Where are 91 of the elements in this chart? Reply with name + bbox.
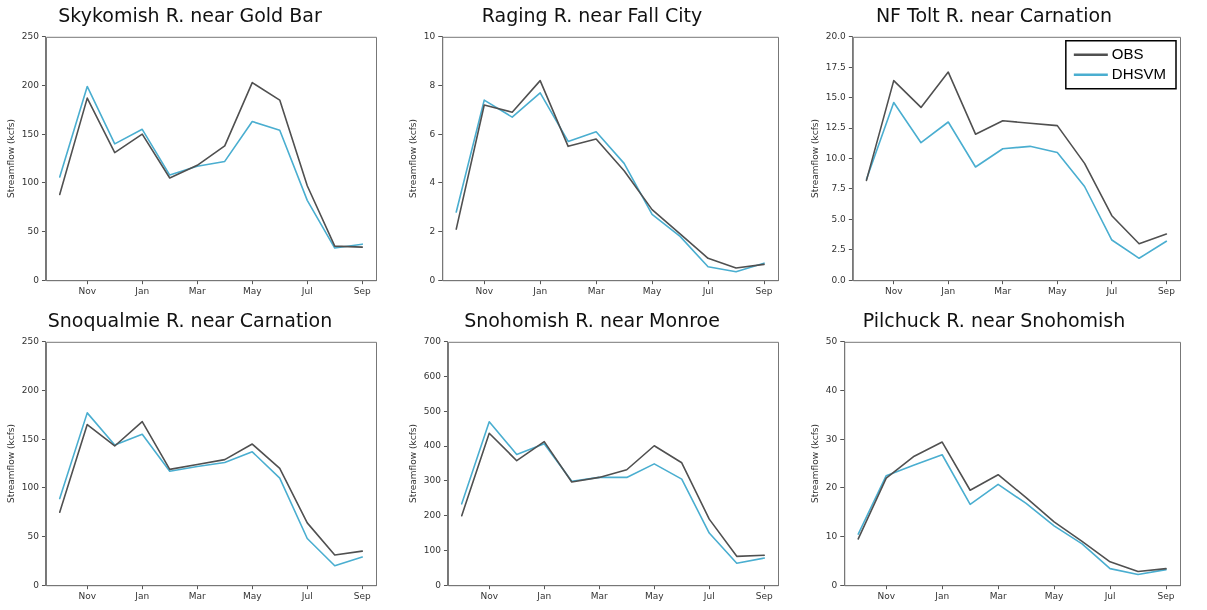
y-tick-label: 10	[825, 530, 838, 541]
x-tick-label: Jan	[934, 590, 950, 601]
y-tick-label: 30	[825, 433, 838, 444]
y-axis-title: Streamflow (kcfs)	[5, 423, 16, 504]
x-tick-label: Nov	[475, 285, 494, 296]
y-tick-label: 150	[21, 128, 40, 139]
y-tick-label: 250	[21, 336, 40, 347]
y-tick-label: 15.0	[825, 91, 847, 102]
chart-title: Pilchuck R. near Snohomish	[862, 309, 1126, 332]
y-tick-label: 200	[423, 510, 442, 520]
y-tick-label: 500	[423, 405, 442, 416]
x-tick-label: Sep	[353, 590, 372, 601]
x-tick-label: May	[1044, 590, 1065, 601]
y-axis-title: Streamflow (kcfs)	[809, 423, 820, 504]
x-tick-label: Mar	[989, 590, 1007, 601]
y-tick-label: 8	[429, 79, 436, 90]
y-tick-label: 600	[423, 370, 442, 381]
legend-label: OBS	[1111, 44, 1144, 62]
y-axis-title: Streamflow (kcfs)	[407, 423, 418, 504]
x-tick-label: Nov	[884, 285, 904, 296]
x-tick-label: Jan	[536, 590, 552, 601]
y-tick-label: 17.5	[825, 61, 846, 72]
x-tick-label: Mar	[994, 285, 1012, 296]
y-tick-label: 20.0	[825, 31, 847, 42]
y-tick-label: 200	[21, 384, 40, 395]
x-tick-label: Jul	[1105, 285, 1118, 296]
x-tick-label: Jul	[701, 285, 714, 296]
y-tick-label: 0	[33, 579, 40, 590]
y-tick-label: 100	[21, 177, 40, 188]
y-tick-label: 2.5	[831, 244, 846, 255]
y-tick-label: 2	[429, 225, 436, 236]
y-tick-label: 700	[423, 336, 442, 347]
x-tick-label: Mar	[590, 590, 609, 601]
y-axis-title: Streamflow (kcfs)	[809, 118, 820, 199]
y-tick-label: 10.0	[825, 152, 847, 163]
y-tick-label: 10	[423, 31, 436, 42]
x-tick-label: May	[644, 590, 665, 601]
y-tick-label: 0	[435, 579, 442, 590]
y-tick-label: 0.0	[831, 274, 847, 285]
y-tick-label: 40	[825, 384, 838, 395]
y-axis-title: Streamflow (kcfs)	[5, 118, 16, 199]
x-tick-label: Jan	[532, 285, 548, 296]
x-tick-label: Jul	[300, 285, 313, 296]
x-tick-label: Sep	[353, 285, 372, 296]
y-tick-label: 0	[33, 274, 40, 285]
x-tick-label: Nov	[877, 590, 896, 601]
y-tick-label: 12.5	[825, 122, 846, 133]
x-tick-label: Mar	[188, 285, 207, 296]
y-tick-label: 100	[21, 482, 40, 493]
y-tick-label: 250	[21, 31, 40, 42]
y-axis-title: Streamflow (kcfs)	[407, 118, 418, 199]
chart-title: Snoqualmie R. near Carnation	[47, 309, 333, 332]
y-tick-label: 50	[27, 530, 40, 541]
x-tick-label: Jan	[134, 590, 150, 601]
x-tick-label: Sep	[755, 590, 774, 601]
x-tick-label: May	[642, 285, 663, 296]
x-tick-label: Mar	[587, 285, 605, 296]
x-tick-label: Jul	[702, 590, 715, 601]
x-tick-label: Jan	[134, 285, 150, 296]
x-tick-label: Jul	[300, 590, 313, 601]
y-tick-label: 20	[825, 482, 838, 493]
x-tick-label: Sep	[755, 285, 773, 296]
y-tick-label: 6	[429, 128, 436, 139]
y-tick-label: 400	[423, 440, 442, 451]
y-tick-label: 50	[825, 336, 838, 347]
y-tick-label: 5.0	[831, 213, 847, 224]
x-tick-label: May	[1048, 285, 1068, 296]
y-tick-label: 150	[21, 433, 40, 444]
y-tick-label: 200	[21, 79, 40, 90]
chart-title: Snohomish R. near Monroe	[464, 309, 720, 332]
x-tick-label: Nov	[480, 590, 499, 601]
x-tick-label: Nov	[78, 590, 97, 601]
y-tick-label: 100	[423, 544, 442, 555]
chart-title: Skykomish R. near Gold Bar	[58, 4, 322, 27]
legend-label: DHSVM	[1111, 64, 1166, 82]
x-tick-label: Sep	[1157, 285, 1176, 296]
y-tick-label: 300	[423, 475, 442, 486]
y-tick-label: 4	[429, 177, 436, 188]
x-tick-label: Jan	[940, 285, 956, 296]
x-tick-label: Mar	[188, 590, 207, 601]
x-tick-label: Jul	[1103, 590, 1116, 601]
chart-title: Raging R. near Fall City	[481, 4, 703, 27]
x-tick-label: Nov	[78, 285, 97, 296]
y-tick-label: 7.5	[831, 183, 846, 194]
y-tick-label: 0	[831, 579, 838, 590]
y-tick-label: 0	[429, 274, 436, 285]
x-tick-label: May	[242, 285, 263, 296]
y-tick-label: 50	[27, 225, 40, 236]
chart-title: NF Tolt R. near Carnation	[875, 4, 1113, 27]
x-tick-label: Sep	[1157, 590, 1175, 601]
x-tick-label: May	[242, 590, 263, 601]
